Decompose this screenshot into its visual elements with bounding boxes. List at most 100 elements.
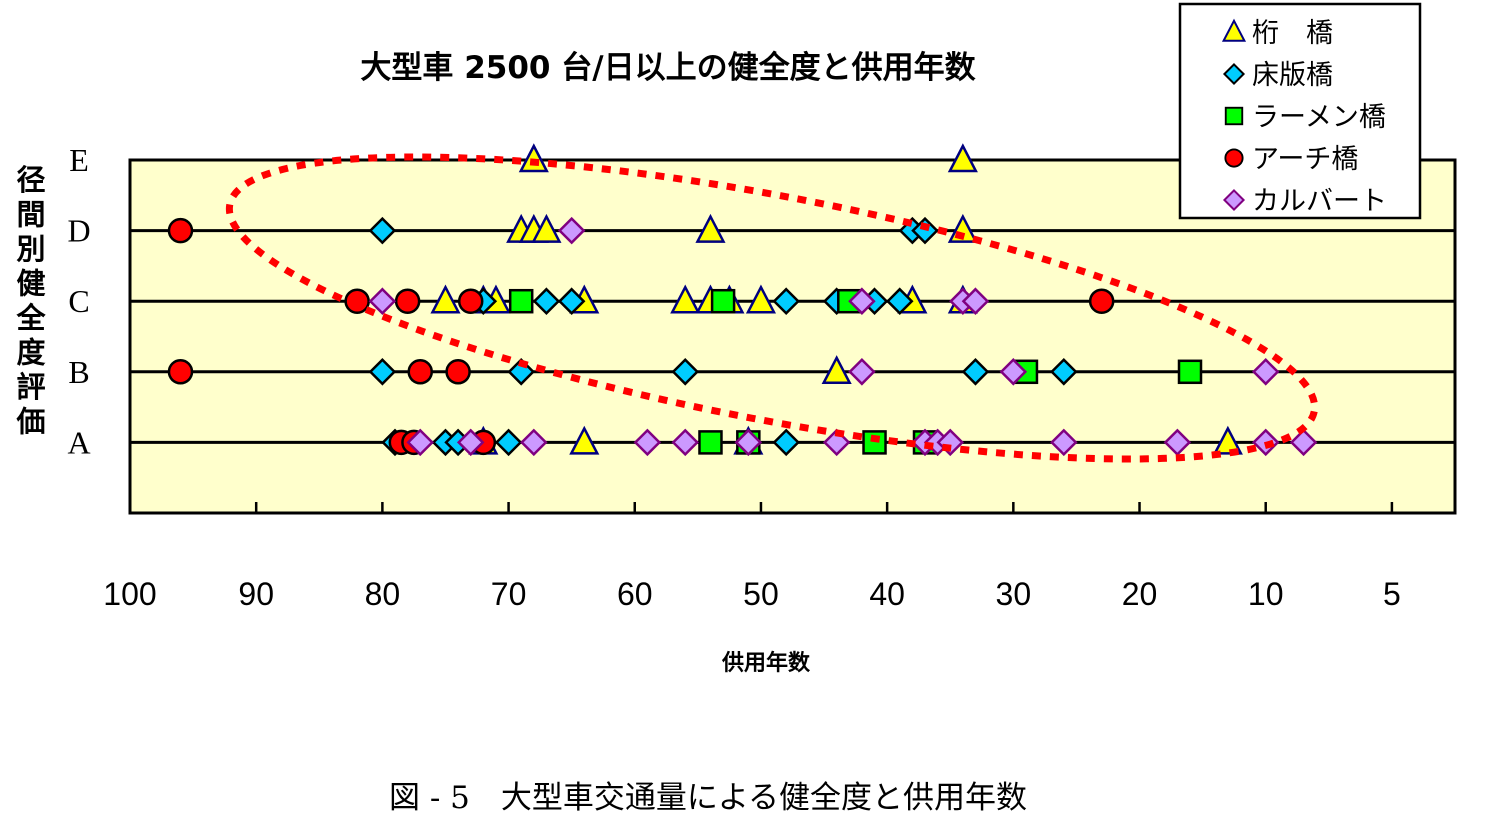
x-tick-label: 70 — [491, 576, 527, 612]
data-point — [531, 213, 562, 243]
data-point — [569, 425, 600, 455]
data-point — [999, 358, 1028, 386]
data-point — [1212, 425, 1243, 455]
x-axis-ticks — [254, 502, 1394, 513]
data-point — [671, 358, 700, 386]
data-point — [445, 359, 471, 385]
y-axis-label-char: 健 — [16, 267, 45, 301]
data-point — [695, 213, 726, 243]
x-tick-label: 50 — [743, 576, 779, 612]
data-point — [532, 287, 561, 315]
data-point — [961, 287, 990, 315]
legend-square-icon — [1224, 106, 1244, 126]
y-tick-label: E — [69, 142, 89, 178]
legend-label: 桁 橋 — [1252, 18, 1333, 49]
data-point — [406, 428, 435, 457]
legend-label: 床版橋 — [1252, 60, 1333, 91]
legend-item: 桁 橋 — [1221, 18, 1333, 49]
y-axis-label-char: 全 — [15, 301, 46, 335]
x-tick-label: 60 — [617, 576, 653, 612]
data-point — [670, 284, 701, 314]
x-tick-label: 80 — [365, 576, 401, 612]
data-point — [848, 358, 876, 386]
x-tick-label: 20 — [1122, 576, 1158, 612]
data-point — [745, 284, 777, 314]
legend-label: ラーメン橋 — [1252, 102, 1386, 133]
chart-title: 大型車 2500 台/日以上の健全度と供用年数 — [360, 50, 975, 86]
data-point — [734, 428, 763, 457]
y-axis-label-char: 径 — [16, 163, 45, 197]
y-axis-label-char: 別 — [16, 232, 45, 266]
legend-item: カルバート — [1222, 186, 1387, 217]
data-point — [368, 358, 397, 386]
figure-caption: 図 - 5 大型車交通量による健全度と供用年数 — [389, 780, 1027, 816]
data-point — [772, 287, 800, 315]
data-point — [772, 428, 800, 457]
x-axis-tick-labels: 100 90 80 70 60 50 40 30 20 10 5 — [103, 576, 1400, 612]
data-point — [1050, 428, 1078, 457]
data-point — [407, 359, 433, 385]
x-tick-label: 10 — [1248, 576, 1284, 612]
legend-diamond-icon — [1222, 188, 1246, 212]
x-axis-label: 供用年数 — [721, 650, 811, 676]
data-point — [557, 287, 586, 315]
data-point — [167, 217, 194, 244]
y-axis-label-char: 評 — [16, 370, 45, 404]
data-point — [698, 430, 723, 455]
data-point — [368, 287, 397, 315]
data-point — [1251, 358, 1280, 386]
data-point — [518, 143, 549, 173]
legend-circle-icon — [1224, 148, 1244, 168]
data-point — [457, 288, 484, 314]
data-point — [494, 428, 523, 457]
data-point — [394, 288, 421, 314]
y-axis-label-char: 価 — [15, 405, 45, 439]
data-point — [456, 428, 485, 457]
data-point — [430, 284, 461, 314]
legend-label: カルバート — [1252, 186, 1387, 217]
data-point — [1088, 288, 1115, 314]
data-point — [344, 288, 370, 314]
data-point — [671, 428, 700, 457]
y-tick-label: B — [68, 354, 89, 390]
data-point — [821, 355, 852, 385]
y-tick-label: C — [68, 283, 89, 319]
highlight-ellipse — [225, 153, 1319, 463]
legend-diamond-icon — [1222, 62, 1246, 86]
legend-item: 床版橋 — [1222, 60, 1333, 91]
legend-box — [1178, 2, 1422, 220]
y-tick-label: A — [67, 424, 90, 460]
data-point — [862, 430, 887, 455]
y-axis-label-char: 度 — [16, 336, 45, 370]
y-axis-label-char: 間 — [16, 198, 45, 232]
data-point — [520, 428, 548, 457]
data-point — [947, 143, 978, 173]
legend-triangle-icon — [1221, 18, 1247, 42]
data-point — [1289, 428, 1318, 457]
data-point — [885, 287, 914, 315]
data-point — [1177, 359, 1203, 385]
data-point — [710, 288, 736, 314]
legend-item: ラーメン橋 — [1224, 102, 1386, 133]
x-tick-label: 5 — [1383, 576, 1401, 612]
y-tick-label: D — [67, 213, 90, 249]
data-point — [167, 359, 194, 385]
x-tick-label: 40 — [869, 576, 905, 612]
x-tick-label: 100 — [103, 576, 156, 612]
legend-label: アーチ橋 — [1252, 144, 1358, 175]
data-point — [508, 288, 534, 314]
x-tick-label: 30 — [996, 576, 1032, 612]
data-point — [633, 428, 662, 457]
data-points — [167, 143, 1318, 457]
data-point — [848, 287, 876, 315]
data-point — [961, 358, 990, 386]
data-point — [368, 216, 397, 245]
data-point — [911, 216, 939, 245]
data-point — [557, 216, 586, 245]
legend-item: アーチ橋 — [1224, 144, 1358, 175]
data-point — [1050, 358, 1078, 386]
